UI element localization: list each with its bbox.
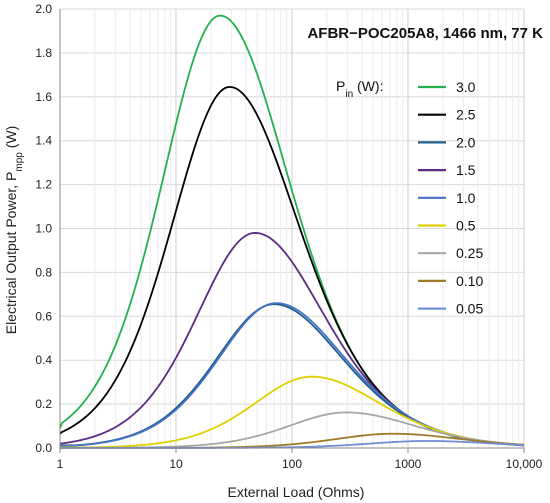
y-tick-label: 0.4 — [35, 353, 52, 367]
legend-title: Pin (W): — [336, 78, 383, 100]
x-tick-label: 10 — [169, 457, 183, 471]
chart-title: AFBR−POC205A8, 1466 nm, 77 K — [307, 25, 543, 42]
x-axis-title: External Load (Ohms) — [228, 484, 365, 500]
legend-label: 3.0 — [456, 79, 476, 95]
y-tick-label: 1.4 — [35, 134, 52, 148]
x-tick-label: 10,000 — [506, 457, 543, 471]
legend-label: 1.5 — [456, 162, 476, 178]
legend-label: 2.0 — [456, 134, 476, 150]
y-tick-label: 1.2 — [35, 178, 52, 192]
y-tick-label: 0.2 — [35, 397, 52, 411]
legend: 3.0 2.5 2.0 1.5 1.0 0.5 0.25 0.10 0.05 — [418, 79, 483, 317]
x-tick-label: 1000 — [395, 457, 422, 471]
series-line-0-5 — [60, 375, 525, 449]
y-tick-label: 1.8 — [35, 46, 52, 60]
legend-label: 2.5 — [456, 107, 476, 123]
y-tick-label: 0.0 — [35, 441, 52, 455]
y-axis-title: Electrical Output Power, Pmpp (W) — [3, 126, 25, 335]
axes-layer: 0.0 0.2 0.4 0.6 0.8 1.0 1.2 1.4 1.6 1.8 2.0 1 10 100 1… — [35, 2, 542, 471]
y-tick-label: 1.6 — [35, 90, 52, 104]
x-tick-label: 100 — [282, 457, 302, 471]
y-tick-label: 1.0 — [35, 222, 52, 236]
legend-label: 0.05 — [456, 301, 483, 317]
legend-title-unit: (W): — [353, 78, 383, 94]
legend-title-main: P — [336, 78, 345, 94]
y-axis-title-main: Electrical Output Power, P — [3, 172, 19, 335]
legend-label: 1.0 — [456, 190, 476, 206]
legend-label: 0.10 — [456, 273, 483, 289]
legend-label: 0.25 — [456, 245, 483, 261]
legend-title-sub: in — [345, 89, 353, 100]
y-axis-title-unit: (W) — [3, 126, 19, 152]
y-tick-label: 2.0 — [35, 2, 52, 16]
x-tick-label: 1 — [57, 457, 64, 471]
grid-layer — [59, 8, 525, 449]
y-tick-label: 0.6 — [35, 309, 52, 323]
y-tick-label: 0.8 — [35, 265, 52, 279]
y-axis-title-sub: mpp — [14, 152, 25, 172]
legend-label: 0.5 — [456, 218, 476, 234]
